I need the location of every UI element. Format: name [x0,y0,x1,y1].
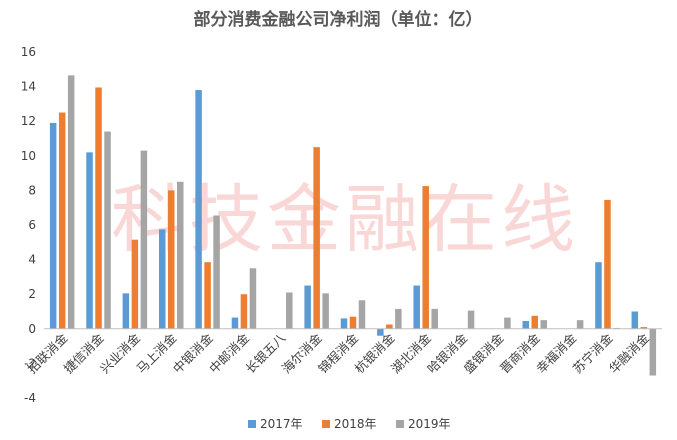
bar-2-10 [386,324,393,329]
y-tick-label: 2 [28,287,36,301]
legend-label: 2017年 [260,417,303,431]
bar-1-14 [522,321,530,329]
legend-swatch [322,420,330,428]
x-axis: 招联消金捷信消金兴业消金马上消金中银消金中邮消金长银五八海尔消金锦程消金杭银消金… [24,330,652,376]
bar-1-3 [122,293,130,329]
bar-3-14 [540,320,548,329]
bar-2-2 [95,87,102,329]
legend-label: 2019年 [408,417,451,431]
y-tick-label: 14 [21,80,36,94]
y-tick-label: 10 [21,149,36,163]
bar-3-10 [395,308,402,329]
legend-label: 2018年 [334,417,377,431]
bar-2-1 [58,112,66,329]
bar-3-17 [649,328,657,376]
bar-3-1 [67,75,75,329]
bar-2-4 [167,190,175,329]
y-tick-label: 0 [28,322,36,336]
bar-3-11 [431,308,438,329]
bar-3-9 [358,300,366,329]
bar-3-6 [249,268,257,329]
bar-3-15 [576,320,584,329]
bar-1-1 [49,122,57,329]
legend-swatch [248,420,256,428]
bar-1-6 [231,317,239,329]
bar-2-8 [313,147,320,329]
y-tick-label: 6 [28,218,36,232]
y-tick-label: 4 [28,253,36,267]
bar-3-4 [176,181,184,329]
bar-2-11 [422,186,429,329]
bar-2-6 [240,294,248,329]
bar-2-5 [204,262,211,329]
bar-3-7 [286,292,293,329]
bar-2-9 [349,316,357,329]
bar-1-9 [340,318,348,329]
bar-1-8 [304,285,311,329]
chart-title: 部分消费金融公司净利润（单位：亿） [194,9,483,30]
bar-1-4 [158,229,166,329]
bars [49,75,657,376]
y-tick-label: 12 [21,114,36,128]
y-tick-label: -4 [24,391,36,405]
legend-swatch [396,420,404,428]
watermark: 科技金融在线 [111,177,579,263]
legend: 2017年 2018年 2019年 [248,417,451,431]
bar-2-3 [131,239,139,329]
y-tick-label: 16 [21,45,36,59]
x-tick-label: 华融消金 [606,330,652,376]
y-tick-label: 8 [28,183,36,197]
bar-2-14 [531,315,539,329]
bar-1-16 [595,262,602,329]
bar-1-10 [377,328,384,336]
bar-2-17 [640,327,648,329]
y-axis: -4 -2 0 2 4 6 8 10 12 14 16 [21,45,36,405]
bar-1-2 [86,152,93,329]
bar-3-5 [213,215,220,329]
bar-3-13 [504,317,511,329]
bar-3-2 [104,131,111,329]
bar-1-11 [413,285,420,329]
bar-3-8 [322,293,329,329]
bar-3-12 [467,310,475,329]
bar-2-16 [604,199,611,329]
bar-3-3 [140,150,148,329]
y-tick-label: -2 [24,356,36,370]
bar-1-17 [631,311,639,329]
bar-1-5 [195,90,202,329]
